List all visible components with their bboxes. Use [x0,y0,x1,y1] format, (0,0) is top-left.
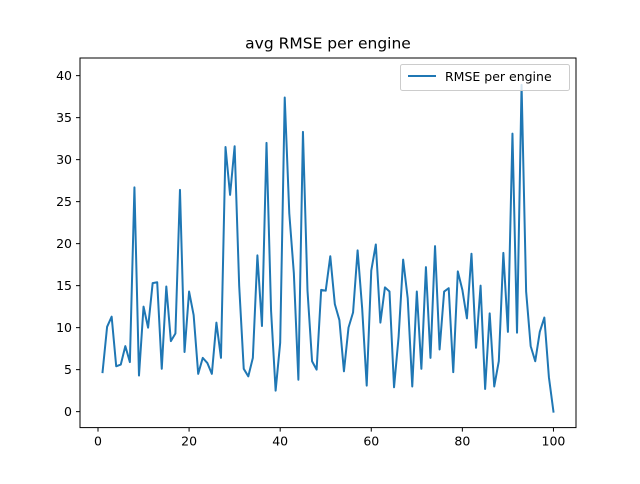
y-tick-label: 35 [56,110,72,125]
y-tick-label: 0 [64,404,72,419]
y-tick-label: 10 [56,320,72,335]
x-tick-label: 80 [454,434,470,449]
y-tick-label: 15 [56,278,72,293]
x-tick-label: 20 [181,434,197,449]
y-tick-label: 40 [56,68,72,83]
y-tick-label: 20 [56,236,72,251]
y-tick-label: 25 [56,194,72,209]
y-tick-label: 30 [56,152,72,167]
y-tick-label: 5 [64,362,72,377]
legend-label: RMSE per engine [445,69,552,84]
x-tick-label: 40 [272,434,288,449]
x-tick-label: 100 [542,434,566,449]
chart-title: avg RMSE per engine [245,35,411,53]
x-tick-label: 60 [363,434,379,449]
legend: RMSE per engine [401,65,570,91]
x-tick-label: 0 [94,434,102,449]
